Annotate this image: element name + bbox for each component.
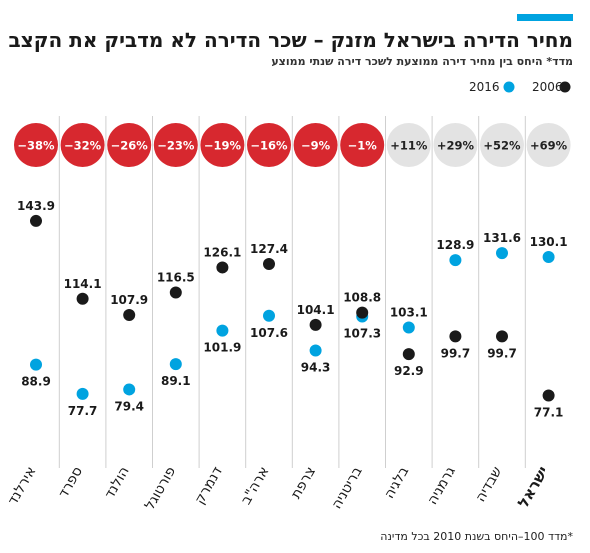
change-badge [107, 123, 152, 167]
change-badge [340, 123, 385, 167]
change-badge [247, 123, 291, 167]
category-label: אירלנד [5, 464, 40, 508]
point-2016 [123, 383, 136, 396]
plot-area: −38% 88.9 143.9 אירלנד −32% 77.7 114.1 ספרד −26%… [5, 116, 571, 513]
point-2016 [309, 344, 322, 357]
category-label: גרמניה [424, 464, 459, 508]
change-badge-label: −19% [204, 139, 242, 153]
change-badge-label: +11% [390, 139, 428, 153]
point-2006 [76, 292, 89, 305]
point-2006 [123, 308, 136, 321]
data-label-2016: 88.9 [21, 375, 51, 389]
data-label-2006: 99.7 [487, 346, 517, 360]
point-2006 [496, 330, 508, 343]
data-label-2016: 89.1 [161, 374, 191, 388]
data-label-2006: 127.4 [250, 242, 288, 256]
data-label-2016: 107.6 [250, 326, 288, 340]
data-label-2006: 116.5 [157, 271, 195, 285]
data-label-2006: 107.9 [110, 293, 148, 307]
change-badge [386, 123, 431, 167]
category-label: בריטניה [329, 464, 366, 512]
point-2006 [263, 258, 275, 271]
legend-label-2006: 2006 [532, 80, 563, 94]
change-badge-label: +52% [483, 139, 521, 153]
data-label-2006: 92.9 [394, 364, 424, 378]
legend-marker-2016 [503, 81, 515, 93]
point-2016 [169, 358, 182, 371]
footnote: *מדד 100–היחס בשנת 2010 בכל מדינה [380, 530, 573, 543]
page-title: מחיר הדירה בישראל מזנק – שכר הדירה לא מד… [8, 28, 573, 52]
legend-label-2016: 2016 [469, 80, 500, 94]
category-label: ספרד [56, 464, 87, 501]
data-label-2006: 104.1 [297, 303, 335, 317]
data-label-2016: 130.1 [530, 235, 568, 249]
data-label-2016: 94.3 [301, 361, 331, 375]
legend: 2006 2016 [469, 80, 571, 94]
category-label: פורטוגל [142, 464, 179, 513]
point-2006 [542, 389, 555, 402]
change-badge [526, 123, 571, 167]
data-label-2016: 77.7 [68, 404, 98, 418]
data-label-2006: 77.1 [534, 405, 564, 419]
data-label-2016: 107.3 [343, 327, 381, 341]
point-2006 [309, 318, 322, 331]
change-badge [433, 123, 478, 167]
category-label: צרפת [288, 464, 319, 502]
data-label-2016: 103.1 [390, 306, 428, 320]
change-badge [293, 123, 338, 167]
category-label: ישראל [514, 463, 552, 511]
legend-marker-2006 [559, 81, 571, 93]
data-label-2016: 128.9 [436, 238, 474, 252]
change-badge-label: −32% [64, 139, 102, 153]
data-label-2016: 101.9 [203, 341, 241, 355]
category-label: ארה"ב [238, 464, 272, 507]
category-label: בלגיה [381, 464, 412, 502]
point-2016 [30, 358, 42, 371]
change-badge [14, 123, 58, 167]
change-badge-label: −16% [250, 139, 288, 153]
data-label-2006: 114.1 [64, 277, 102, 291]
change-badge-label: −38% [17, 139, 55, 153]
point-2016 [216, 324, 229, 337]
data-label-2006: 108.8 [343, 291, 381, 305]
point-2006 [449, 330, 462, 343]
data-label-2006: 126.1 [203, 245, 241, 259]
change-badge-label: −23% [157, 139, 195, 153]
point-2016 [496, 247, 508, 260]
change-badge [200, 123, 245, 167]
change-badge [480, 123, 524, 167]
point-2016 [263, 309, 275, 322]
point-2006 [356, 306, 369, 319]
page-subtitle: מדד* היחס בין מחיר דירה ממוצעת לשכר דירה… [271, 55, 573, 68]
change-badge [60, 123, 105, 167]
data-label-2006: 99.7 [441, 346, 471, 360]
point-2016 [542, 250, 555, 263]
point-2006 [169, 286, 182, 299]
change-badge-label: −26% [111, 139, 149, 153]
category-label: דנמרק [192, 464, 226, 507]
accent-bar [517, 14, 573, 21]
point-2006 [402, 348, 415, 361]
point-2006 [30, 214, 42, 227]
data-label-2006: 143.9 [17, 199, 55, 213]
point-2016 [76, 387, 89, 400]
change-badge-label: −1% [348, 139, 378, 153]
data-label-2016: 131.6 [483, 231, 521, 245]
data-label-2016: 79.4 [114, 399, 144, 413]
category-label: הולנד [102, 464, 133, 502]
category-label: שבדיה [473, 464, 506, 505]
point-2006 [216, 261, 229, 274]
change-badge [153, 123, 198, 167]
change-badge-label: +69% [530, 139, 568, 153]
change-badge-label: −9% [301, 139, 331, 153]
point-2016 [449, 254, 462, 267]
point-2016 [402, 321, 415, 334]
change-badge-label: +29% [437, 139, 475, 153]
